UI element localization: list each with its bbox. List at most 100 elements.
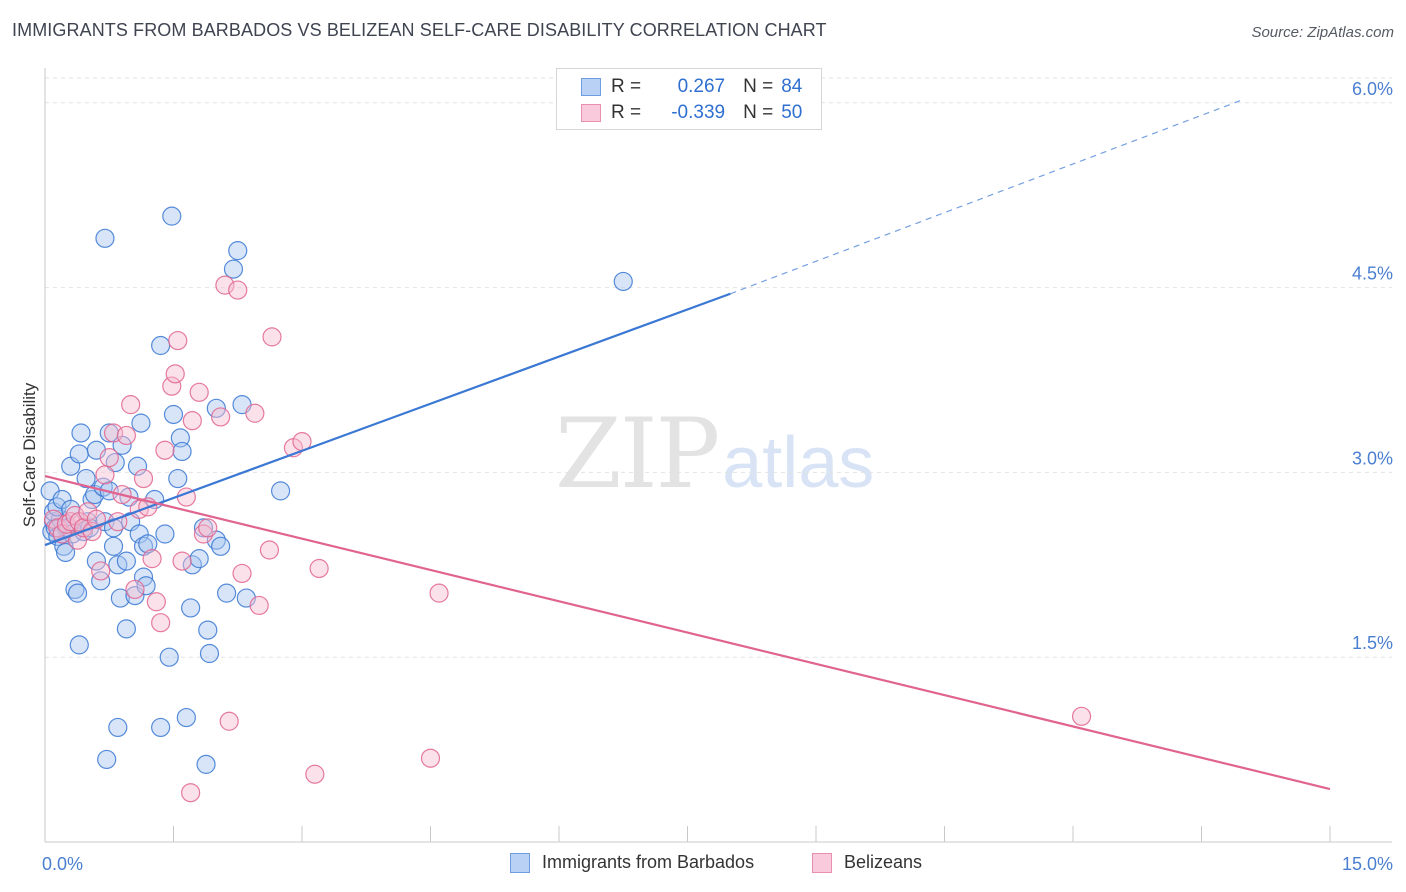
- data-point: [262, 327, 282, 347]
- legend-swatch-blue: [581, 78, 601, 96]
- data-point: [76, 468, 96, 489]
- data-point: [162, 206, 182, 226]
- data-point: [206, 398, 226, 418]
- data-point: [155, 440, 175, 460]
- data-point: [91, 571, 111, 591]
- x-tick-label: 15.0%: [1342, 854, 1393, 874]
- data-point: [159, 647, 179, 667]
- data-point: [95, 465, 115, 485]
- data-point: [198, 518, 218, 538]
- data-point: [142, 549, 162, 569]
- y-tick-label: 6.0%: [1352, 79, 1393, 99]
- data-point: [232, 563, 252, 584]
- data-point: [420, 748, 441, 768]
- data-point: [131, 413, 151, 433]
- source-label: Source: ZipAtlas.com: [1251, 24, 1394, 41]
- legend-r-value: -0.339: [671, 102, 726, 123]
- data-point: [71, 423, 91, 443]
- data-point: [116, 619, 136, 639]
- data-point: [121, 395, 141, 415]
- data-point: [189, 382, 209, 402]
- data-point: [181, 598, 201, 618]
- data-point: [259, 540, 280, 560]
- legend-item-belizean: Belizeans: [812, 852, 922, 873]
- trend-lines: [44, 98, 1331, 791]
- data-point: [305, 764, 325, 784]
- data-point: [181, 783, 201, 803]
- data-point: [249, 595, 269, 616]
- trend-line-barbados-extension: [730, 98, 1245, 295]
- data-point: [133, 468, 154, 489]
- tick-labels: 1.5% 3.0% 4.5% 6.0% 0.0% 15.0%: [42, 79, 1393, 874]
- data-point: [172, 551, 192, 571]
- data-point: [228, 241, 248, 261]
- y-tick-label: 4.5%: [1352, 264, 1393, 284]
- data-point: [215, 275, 235, 295]
- data-point: [86, 551, 107, 571]
- legend-swatch-pink: [581, 104, 601, 122]
- data-point: [110, 588, 130, 608]
- watermark-zip: ZIP: [555, 398, 720, 510]
- chart-title: IMMIGRANTS FROM BARBADOS VS BELIZEAN SEL…: [12, 20, 827, 40]
- watermark-atlas: atlas: [722, 423, 875, 503]
- legend-swatch-blue: [510, 852, 530, 873]
- data-point: [151, 717, 171, 738]
- data-point: [189, 549, 209, 569]
- data-point: [193, 518, 214, 538]
- legend-r-label: R =: [611, 102, 642, 123]
- data-point: [309, 558, 329, 579]
- legend-n-value: 50: [781, 102, 803, 123]
- data-point: [172, 441, 192, 462]
- data-point: [108, 717, 128, 738]
- series-belizean-points: [43, 275, 1092, 803]
- legend-label-barbados: Immigrants from Barbados: [542, 852, 755, 872]
- legend-r-label: R =: [611, 76, 642, 97]
- series-legend: Immigrants from Barbados Belizeans: [0, 852, 1406, 878]
- data-point: [99, 448, 119, 468]
- data-point: [151, 613, 171, 633]
- data-point: [228, 280, 248, 300]
- legend-n-label: N =: [743, 102, 774, 123]
- data-point: [97, 749, 117, 770]
- data-point: [198, 620, 218, 640]
- data-point: [116, 425, 136, 446]
- data-point: [1071, 706, 1092, 726]
- data-point: [67, 583, 88, 603]
- data-point: [211, 536, 231, 556]
- data-point: [182, 411, 202, 431]
- legend-label-belizean: Belizeans: [844, 852, 923, 872]
- correlation-legend: R = 0.267 N = 84 R = -0.339 N = 50: [556, 68, 822, 130]
- legend-n-label: N =: [743, 76, 774, 97]
- legend-r-value: 0.267: [677, 76, 726, 97]
- data-point: [69, 635, 89, 655]
- data-point: [69, 444, 89, 464]
- data-point: [245, 403, 265, 423]
- data-point: [138, 534, 158, 554]
- watermark: ZIPatlas: [555, 398, 874, 510]
- data-point: [136, 576, 156, 596]
- data-point: [199, 643, 220, 664]
- y-tick-label: 1.5%: [1352, 633, 1393, 653]
- trend-line-belizean: [44, 475, 1331, 791]
- y-tick-label: 3.0%: [1352, 448, 1393, 468]
- data-point: [270, 481, 291, 501]
- legend-n-value: 84: [781, 76, 803, 97]
- data-point: [168, 468, 188, 489]
- y-axis-label: Self-Care Disability: [20, 382, 39, 527]
- x-tick-label: 0.0%: [42, 854, 83, 874]
- data-point: [168, 330, 188, 351]
- data-point: [91, 561, 111, 581]
- data-point: [165, 364, 185, 384]
- data-point: [82, 489, 102, 510]
- data-point: [125, 579, 145, 600]
- legend-item-barbados: Immigrants from Barbados: [510, 852, 754, 873]
- axes: [44, 68, 1392, 843]
- legend-swatch-pink: [812, 852, 832, 873]
- data-point: [162, 376, 182, 396]
- data-point: [223, 259, 244, 279]
- data-point: [127, 456, 148, 476]
- data-point: [151, 335, 171, 356]
- data-point: [196, 754, 216, 774]
- data-point: [429, 583, 449, 603]
